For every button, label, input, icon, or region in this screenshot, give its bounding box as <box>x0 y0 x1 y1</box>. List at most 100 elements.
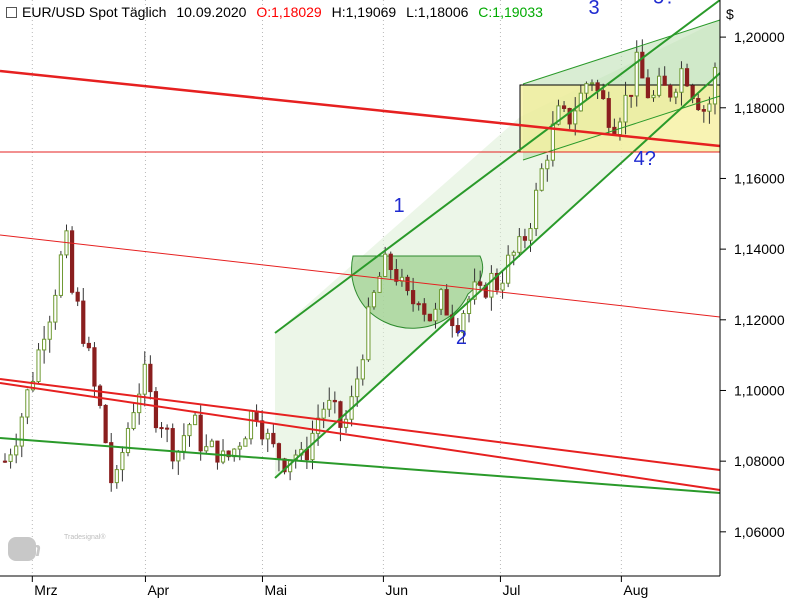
candle <box>522 228 528 249</box>
candle <box>165 424 170 443</box>
candle <box>47 315 52 353</box>
candle <box>561 101 567 112</box>
candle <box>260 410 265 446</box>
x-tick-label: Jul <box>502 582 520 598</box>
wedge-upper-line <box>522 19 721 85</box>
candle <box>438 288 444 316</box>
wave-label: 2 <box>456 327 467 349</box>
y-tick-label: 1,12000 <box>734 312 785 328</box>
candle <box>651 90 656 102</box>
candle <box>42 325 47 364</box>
candle <box>634 40 639 107</box>
y-tick-label: 1,18000 <box>734 100 785 116</box>
candle <box>58 250 64 298</box>
candle <box>64 224 69 259</box>
candle <box>606 91 611 134</box>
candle <box>321 402 326 429</box>
candle <box>120 446 125 482</box>
y-tick-label: 1,08000 <box>734 453 785 469</box>
select-checkbox[interactable] <box>6 7 17 18</box>
candle <box>19 413 24 458</box>
x-tick-label: Jun <box>385 582 408 598</box>
candle <box>673 88 678 105</box>
candle <box>679 61 684 106</box>
candle <box>427 313 432 322</box>
candle <box>360 354 365 386</box>
candle <box>355 366 360 407</box>
header-date: 10.09.2020 <box>176 4 247 20</box>
candle <box>192 411 198 426</box>
candle <box>332 391 337 414</box>
candle <box>589 79 595 92</box>
candle <box>237 442 242 461</box>
candle <box>662 66 667 86</box>
candle <box>573 97 578 136</box>
candle <box>377 272 382 293</box>
candle <box>125 422 131 457</box>
candle <box>500 270 505 299</box>
x-axis-ticks: Mrz Apr Mai Jun Jul Aug <box>31 576 648 598</box>
long-downtrend-line <box>0 69 721 148</box>
candle <box>411 277 416 312</box>
wave-label: 4? <box>634 148 656 170</box>
candle <box>176 449 181 475</box>
candle <box>220 439 226 465</box>
channel-upper-line <box>274 0 721 334</box>
candle <box>243 436 248 447</box>
candle <box>629 94 634 108</box>
channel-lower-line <box>274 72 721 479</box>
low-value: L:1,18006 <box>406 4 469 20</box>
candle <box>371 290 377 310</box>
candle <box>656 67 662 98</box>
x-tick-label: Mrz <box>34 582 57 598</box>
candle <box>472 268 477 305</box>
candle <box>103 404 108 444</box>
y-tick-label: 1,14000 <box>734 241 785 257</box>
lower-downtrend-line-2 <box>0 382 721 491</box>
high-value: H:1,19069 <box>331 4 397 20</box>
candle <box>327 387 332 417</box>
candle <box>623 81 628 135</box>
candle <box>388 251 393 279</box>
candle <box>148 355 153 400</box>
candle <box>494 268 500 295</box>
open-value: O:1,18029 <box>256 4 322 20</box>
candle <box>69 226 75 295</box>
candle <box>109 433 114 492</box>
candle <box>204 434 209 455</box>
y-tick-label: 1,20000 <box>734 29 785 45</box>
candle <box>53 289 58 330</box>
tradesignal-logo: Tradesignal® onLINE <box>8 534 108 564</box>
candle <box>701 105 706 123</box>
x-tick-label: Mai <box>264 582 287 598</box>
currency-label: $ <box>726 6 734 22</box>
candle <box>684 63 690 87</box>
wedge-lower-line <box>522 95 721 161</box>
candle <box>712 62 718 115</box>
candle <box>36 343 41 384</box>
candle <box>2 453 8 464</box>
wave-label: 5? <box>653 0 675 9</box>
mid-downtrend-line <box>0 234 721 318</box>
candle <box>75 287 80 307</box>
candle <box>534 182 539 236</box>
candle <box>8 448 13 469</box>
candle <box>187 422 192 447</box>
candle <box>25 388 30 425</box>
candle <box>383 246 388 278</box>
candle <box>539 163 544 192</box>
candle <box>271 424 276 448</box>
candle <box>422 298 427 322</box>
candle <box>645 69 651 99</box>
x-tick-label: Aug <box>623 582 648 598</box>
instrument-name: EUR/USD Spot Täglich <box>22 4 167 20</box>
candle <box>153 387 159 433</box>
candle <box>14 433 19 464</box>
candle <box>444 284 449 316</box>
candle <box>114 465 119 489</box>
candle <box>517 228 522 258</box>
y-axis-ticks: 1,06000 1,08000 1,10000 1,12000 1,14000 1,160… <box>720 29 785 540</box>
candle <box>81 288 86 347</box>
price-axis-panel <box>720 0 800 600</box>
candle <box>170 423 175 470</box>
